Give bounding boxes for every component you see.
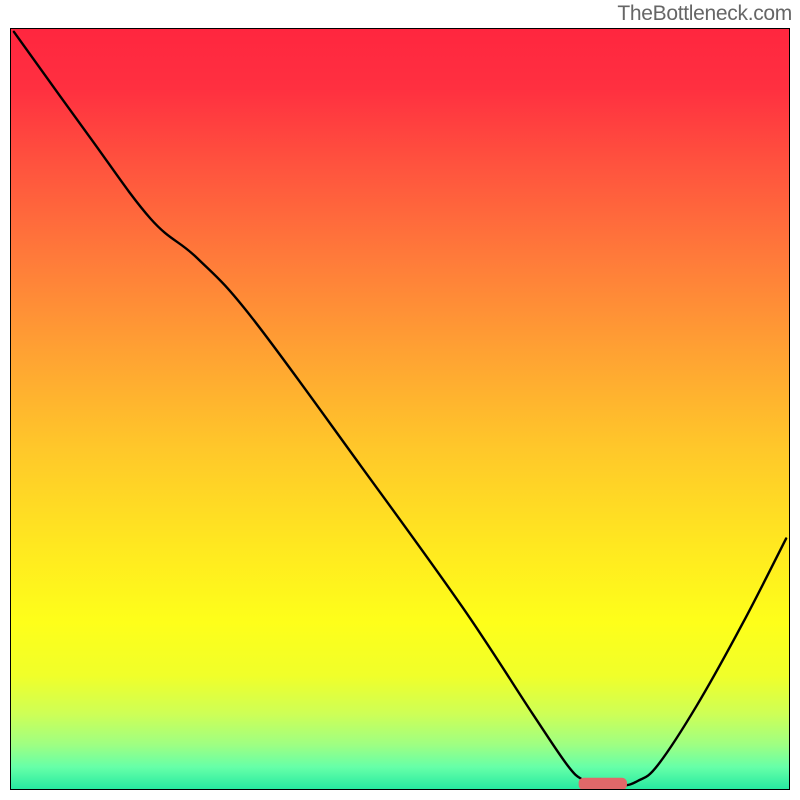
chart-container <box>10 28 790 790</box>
bottleneck-curve-chart <box>10 28 790 790</box>
optimal-range-marker <box>579 778 627 790</box>
watermark-text: TheBottleneck.com <box>617 2 792 26</box>
chart-background <box>10 28 790 790</box>
